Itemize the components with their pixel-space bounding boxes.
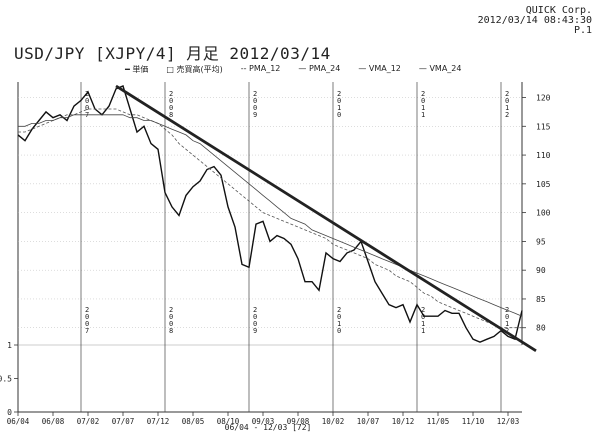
year-label-top: 2 — [337, 90, 341, 98]
legend-item-volume: □ 売買高(平均) — [166, 65, 223, 74]
year-label-top: 0 — [253, 97, 257, 105]
year-label-top: 2 — [505, 90, 509, 98]
year-label-top: 9 — [253, 111, 257, 119]
volume-tick-label: 0.5 — [0, 375, 12, 384]
price-tick-label: 100 — [536, 209, 551, 218]
price-line — [17, 85, 523, 343]
x-tick-label: 09/03 — [252, 417, 275, 426]
year-label-bottom: 2 — [253, 306, 257, 314]
x-tick-label: 08/10 — [217, 417, 240, 426]
year-label-top: 1 — [421, 104, 425, 112]
year-label-bottom: 0 — [421, 313, 425, 321]
year-label-bottom: 1 — [505, 320, 509, 328]
year-label-top: 0 — [85, 104, 89, 112]
chart-title: USD/JPY [XJPY/4] 月足 2012/03/14 — [14, 44, 331, 63]
trendline — [115, 84, 537, 352]
x-tick-label: 12/03 — [497, 417, 520, 426]
pma24-line — [18, 114, 523, 317]
company-name: QUICK Corp. — [525, 5, 592, 16]
year-label-bottom: 0 — [505, 313, 509, 321]
year-label-bottom: 1 — [421, 327, 425, 335]
pma12-line — [18, 108, 522, 329]
x-tick-label: 10/02 — [322, 417, 345, 426]
year-label-top: 2 — [253, 90, 257, 98]
x-tick-label: 09/08 — [287, 417, 310, 426]
year-label-bottom: 0 — [169, 313, 173, 321]
price-tick-label: 115 — [536, 122, 551, 131]
price-tick-label: 105 — [536, 180, 551, 189]
year-label-top: 8 — [169, 111, 173, 119]
year-label-bottom: 1 — [421, 320, 425, 328]
x-tick-label: 10/12 — [392, 417, 415, 426]
price-tick-label: 110 — [536, 151, 551, 160]
report-header: QUICK Corp. 2012/03/14 08:43:30 P.1 — [478, 6, 592, 36]
legend-item-vma12: — VMA_12 — [358, 64, 401, 73]
legend-item-price: ━ 単価 — [125, 65, 149, 74]
year-label-top: 1 — [421, 111, 425, 119]
year-label-top: 2 — [505, 111, 509, 119]
legend-item-vma24: — VMA_24 — [418, 64, 462, 73]
year-label-bottom: 0 — [337, 313, 341, 321]
x-tick-label: 07/07 — [112, 417, 135, 426]
year-label-bottom: 0 — [253, 313, 257, 321]
year-label-top: 2 — [169, 90, 173, 98]
price-tick-label: 80 — [536, 324, 546, 333]
year-label-bottom: 2 — [421, 306, 425, 314]
volume-tick-label: 1 — [7, 341, 12, 350]
x-tick-label: 06/08 — [42, 417, 65, 426]
x-range-label: 06/04 - 12/03 [72] — [225, 423, 312, 432]
year-label-top: 0 — [169, 97, 173, 105]
x-tick-label: 06/04 — [7, 417, 30, 426]
year-label-top: 0 — [337, 97, 341, 105]
price-tick-label: 95 — [536, 237, 546, 246]
year-label-bottom: 0 — [85, 313, 89, 321]
year-label-top: 0 — [169, 104, 173, 112]
year-label-top: 2 — [421, 90, 425, 98]
year-label-top: 0 — [85, 97, 89, 105]
year-label-top: 0 — [505, 97, 509, 105]
year-label-top: 1 — [337, 104, 341, 112]
x-tick-label: 11/10 — [462, 417, 485, 426]
year-label-bottom: 2 — [169, 306, 173, 314]
year-label-bottom: 0 — [253, 320, 257, 328]
year-label-bottom: 7 — [85, 327, 89, 335]
year-label-bottom: 8 — [169, 327, 173, 335]
report-datetime: 2012/03/14 08:43:30 — [477, 15, 592, 26]
year-label-bottom: 2 — [85, 306, 89, 314]
legend-item-pma24: — PMA_24 — [298, 64, 341, 73]
chart-legend: ━ 単価 □ 売買高(平均) -- PMA_12 — PMA_24 — VMA_… — [125, 64, 461, 75]
page-number: P.1 — [573, 25, 592, 36]
price-tick-label: 120 — [536, 94, 551, 103]
year-label-bottom: 0 — [337, 327, 341, 335]
x-tick-label: 07/12 — [147, 417, 170, 426]
year-label-bottom: 0 — [85, 320, 89, 328]
year-label-bottom: 9 — [253, 327, 257, 335]
volume-tick-label: 0 — [7, 408, 12, 417]
x-tick-label: 08/05 — [182, 417, 205, 426]
x-tick-label: 07/02 — [77, 417, 100, 426]
year-label-bottom: 2 — [337, 306, 341, 314]
year-label-top: 0 — [337, 111, 341, 119]
year-label-bottom: 0 — [169, 320, 173, 328]
price-tick-label: 85 — [536, 295, 546, 304]
year-label-top: 0 — [421, 97, 425, 105]
legend-item-pma12: -- PMA_12 — [240, 64, 281, 73]
year-label-top: 1 — [505, 104, 509, 112]
x-tick-label: 10/07 — [357, 417, 380, 426]
year-label-bottom: 1 — [337, 320, 341, 328]
year-label-top: 0 — [253, 104, 257, 112]
price-tick-label: 90 — [536, 266, 546, 275]
x-tick-label: 11/05 — [427, 417, 450, 426]
